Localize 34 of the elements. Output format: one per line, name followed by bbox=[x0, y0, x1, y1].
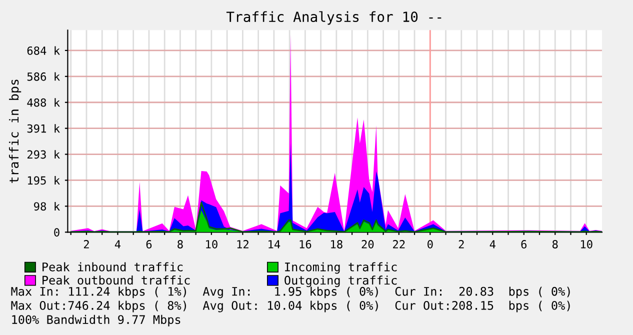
text: Max Out:746.24 kbps ( 8%) Avg Out: 10.04 kbps ( 0%) Cur Out:208.15 bps ( 0%) bbox=[11, 300, 570, 312]
legend-label: Peak inbound traffic bbox=[42, 262, 183, 272]
y-tick-label: 0 bbox=[54, 228, 60, 237]
x-tick-label: 4 bbox=[114, 240, 121, 248]
x-tick-label: 8 bbox=[552, 240, 558, 248]
x-tick-label: 2 bbox=[458, 240, 464, 248]
text: 100% Bandwidth 9.77 Mbps bbox=[12, 314, 180, 326]
y-axis-title: traffic in bps bbox=[8, 80, 22, 184]
x-tick-label: 10 bbox=[581, 240, 592, 248]
y-tick-label: 195 k bbox=[28, 176, 60, 185]
text: Max In: 111.24 kbps ( 1%) Avg In: 1.95 kbps ( 0%) Cur In: 20.83 bps ( 0%) bbox=[11, 286, 570, 298]
y-tick-label: 488 k bbox=[27, 98, 60, 107]
x-tick-label: 20 bbox=[362, 240, 374, 248]
x-tick-label: 10 bbox=[206, 240, 218, 248]
x-tick-label: 12 bbox=[237, 240, 248, 248]
y-tick-label: 98 k bbox=[34, 202, 60, 211]
x-tick-label: 0 bbox=[428, 240, 433, 248]
x-tick-label: 14 bbox=[268, 240, 280, 248]
legend-label: Peak outbound traffic bbox=[42, 276, 190, 285]
legend-label: Incoming traffic bbox=[285, 262, 397, 274]
x-tick-label: 8 bbox=[178, 240, 183, 248]
legend-label: Outgoing traffic bbox=[284, 276, 397, 288]
x-tick-label: 22 bbox=[393, 240, 405, 248]
x-tick-label: 16 bbox=[300, 240, 312, 248]
chart-title: Traffic Analysis for 10 -- bbox=[226, 11, 442, 25]
x-tick-label: 6 bbox=[146, 240, 152, 248]
y-tick-label: 684 k bbox=[27, 46, 60, 55]
y-tick-label: 391 k bbox=[27, 124, 60, 133]
x-tick-label: 2 bbox=[84, 240, 89, 248]
y-tick-label: 293 k bbox=[27, 150, 60, 159]
x-tick-label: 6 bbox=[521, 240, 526, 248]
x-tick-label: 4 bbox=[490, 240, 496, 248]
x-tick-label: 18 bbox=[331, 240, 342, 248]
y-tick-label: 586 k bbox=[27, 72, 60, 81]
